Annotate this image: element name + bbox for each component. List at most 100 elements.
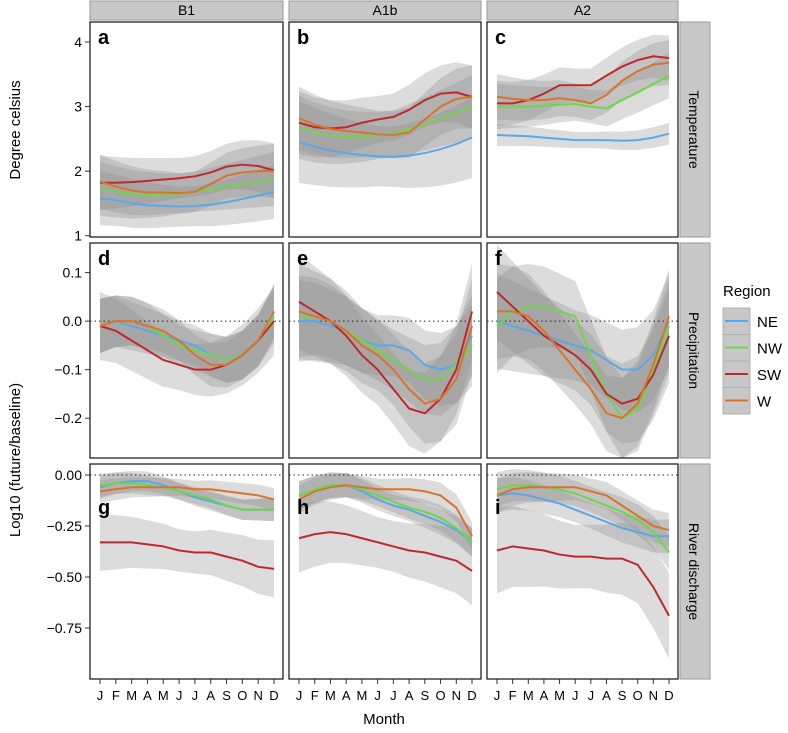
panel-letter: c: [495, 27, 506, 49]
legend: Region NE NW SW W: [722, 283, 783, 415]
series-line-w: [99, 310, 275, 366]
x-tick-label: M: [126, 688, 137, 703]
x-tick-label: F: [112, 688, 120, 703]
panel-plot-area: [496, 34, 670, 150]
panel-border: [288, 463, 482, 680]
x-tick-label: J: [494, 688, 501, 703]
y-tick-label: 4: [74, 34, 82, 50]
confidence-band-w: [299, 65, 472, 159]
x-tick-label: J: [588, 688, 595, 703]
series-line-sw: [496, 545, 670, 617]
confidence-band-ne: [497, 273, 669, 413]
panel-a: a: [89, 21, 284, 238]
x-tick-label: M: [554, 688, 565, 703]
y-tick-label: −0.50: [47, 569, 83, 585]
panel-i: i: [486, 463, 679, 680]
series-line-ne: [496, 320, 670, 371]
confidence-band-sw: [497, 505, 669, 659]
legend-label-ne: NE: [757, 314, 778, 331]
y-tick-label: 2: [74, 163, 82, 179]
confidence-band-ne: [497, 477, 669, 554]
confidence-band-sw: [100, 287, 274, 397]
confidence-band-nw: [299, 74, 472, 164]
panel-plot-area: [487, 468, 678, 659]
panel-plot-area: [289, 254, 481, 454]
series-line-sw: [100, 163, 275, 184]
y-tick-label: 0.00: [55, 467, 82, 483]
panel-c: c: [486, 21, 679, 238]
row-strip: [679, 242, 711, 459]
series-line-nw: [99, 482, 274, 511]
x-tick-label: J: [176, 688, 183, 703]
y-tick-label: −0.25: [47, 518, 83, 534]
panel-border: [288, 21, 482, 238]
row-strip-label: River discharge: [686, 523, 702, 620]
confidence-band-nw: [497, 468, 669, 570]
panel-border: [288, 242, 482, 459]
x-tick-label: D: [467, 688, 476, 703]
confidence-band-sw: [299, 62, 472, 158]
confidence-band-ne: [299, 280, 472, 407]
confidence-band-sw: [497, 34, 669, 126]
panel-plot-area: [90, 470, 283, 598]
panel-h: h: [288, 463, 482, 680]
panel-plot-area: [289, 472, 481, 606]
x-tick-label: J: [97, 688, 104, 703]
x-tick-label: S: [618, 688, 627, 703]
x-axis-title: Month: [363, 711, 405, 728]
series-line-ne: [496, 132, 670, 142]
confidence-band-nw: [299, 472, 472, 557]
x-tick-label: S: [420, 688, 429, 703]
x-tick-label: M: [356, 688, 367, 703]
panel-plot-area: [298, 62, 473, 188]
series-line-w: [99, 486, 275, 501]
legend-title: Region: [723, 283, 771, 300]
column-strip-label: B1: [178, 2, 195, 18]
confidence-band-sw: [299, 501, 472, 606]
y-axis-title-temperature: Degree celsius: [7, 80, 24, 179]
row-strip: [679, 463, 711, 680]
y-axis-title-log10: Log10 (future/baseline): [7, 383, 24, 537]
x-tick-label: J: [374, 688, 381, 703]
y-tick-label: −0.2: [54, 410, 82, 426]
series-line-nw: [496, 484, 670, 554]
x-tick-label: M: [523, 688, 534, 703]
confidence-band-nw: [497, 52, 669, 130]
confidence-band-ne: [299, 96, 472, 188]
legend-label-w: W: [757, 394, 772, 411]
column-strip: [486, 0, 679, 21]
series-line-w: [99, 170, 274, 195]
series-line-ne: [298, 136, 473, 158]
x-tick-label: D: [664, 688, 673, 703]
column-strip: [89, 0, 284, 21]
series-line-sw: [100, 541, 275, 570]
column-strip: [288, 0, 482, 21]
panel-f: f: [486, 242, 679, 459]
series-line-w: [496, 486, 670, 532]
series-line-ne: [299, 320, 473, 371]
x-tick-label: J: [192, 688, 199, 703]
series-line-nw: [298, 484, 473, 544]
series-line-w: [497, 310, 670, 420]
confidence-band-sw: [497, 244, 669, 444]
y-tick-label: −0.1: [54, 362, 82, 378]
panel-border: [486, 463, 679, 680]
confidence-band-sw: [100, 513, 274, 598]
x-tick-label: A: [405, 688, 414, 703]
panel-border: [486, 242, 679, 459]
confidence-band-nw: [497, 263, 669, 458]
x-tick-label: F: [311, 688, 319, 703]
panel-plot-area: [99, 140, 275, 229]
confidence-band-w: [497, 471, 669, 548]
panel-d: d: [89, 242, 284, 459]
x-tick-label: M: [325, 688, 336, 703]
confidence-band-w: [100, 144, 274, 216]
y-tick-label: 3: [74, 99, 82, 115]
x-tick-label: A: [342, 688, 351, 703]
series-line-ne: [99, 190, 275, 208]
panel-letter: i: [495, 497, 501, 519]
panel-letter: f: [495, 248, 502, 270]
panel-border: [89, 463, 284, 680]
panel-plot-area: [90, 284, 283, 397]
x-tick-label: A: [602, 688, 611, 703]
